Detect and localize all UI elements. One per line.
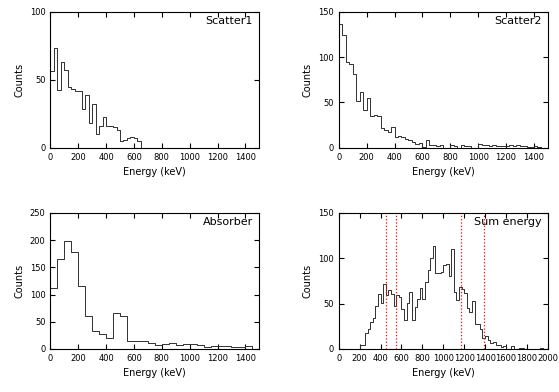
Y-axis label: Counts: Counts	[14, 264, 24, 298]
Text: Sum energy: Sum energy	[474, 217, 542, 227]
Y-axis label: Counts: Counts	[302, 264, 312, 298]
X-axis label: Energy (keV): Energy (keV)	[124, 368, 186, 378]
Y-axis label: Counts: Counts	[302, 63, 312, 97]
X-axis label: Energy (keV): Energy (keV)	[412, 167, 475, 177]
Text: Absorber: Absorber	[203, 217, 253, 227]
X-axis label: Energy (keV): Energy (keV)	[124, 167, 186, 177]
Text: Scatter2: Scatter2	[494, 16, 542, 26]
X-axis label: Energy (keV): Energy (keV)	[412, 368, 475, 378]
Text: Scatter1: Scatter1	[206, 16, 253, 26]
Y-axis label: Counts: Counts	[14, 63, 24, 97]
